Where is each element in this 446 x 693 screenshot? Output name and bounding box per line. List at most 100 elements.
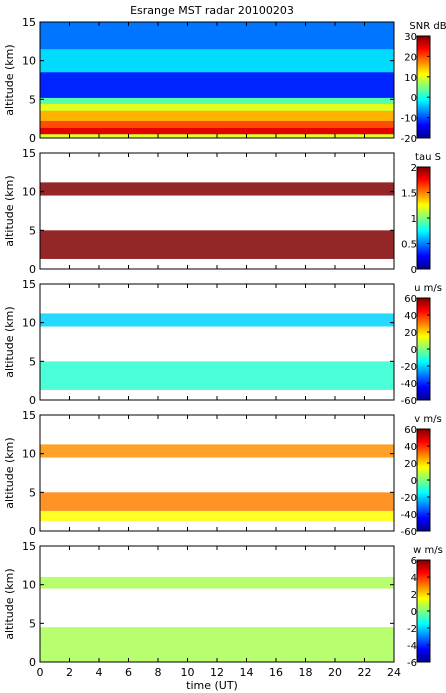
panel-u: 0 5 10 15 altitude (km) u m/s -60 -40 -20 0 20 40 60 xyxy=(3,278,442,407)
x-tick-label: 22 xyxy=(358,666,372,679)
y-tick-label: 10 xyxy=(22,55,36,68)
y-tick-label: 0 xyxy=(29,525,36,538)
y-tick-label: 15 xyxy=(22,409,36,422)
colorbar-tick-label: 30 xyxy=(404,32,417,43)
colorbar-tick-label: 10 xyxy=(404,73,417,84)
figure-title: Esrange MST radar 20100203 xyxy=(130,4,294,17)
data-layer-SNR-4 xyxy=(40,103,394,111)
colorbar-tick-label: 0 xyxy=(411,607,417,618)
data-layer-w-0 xyxy=(40,651,394,662)
data-layer-tau-0 xyxy=(40,230,394,259)
colorbar-tick-label: 0.5 xyxy=(401,240,417,251)
y-tick-label: 5 xyxy=(29,486,36,499)
y-tick-label: 0 xyxy=(29,656,36,669)
data-layer-w-2 xyxy=(40,576,394,589)
data-layer-tau-1 xyxy=(40,182,394,196)
x-axis-label: time (UT) xyxy=(186,679,238,692)
colorbar-tick-label: 60 xyxy=(404,425,417,436)
y-tick-label: 5 xyxy=(29,224,36,237)
colorbar-tick-label: -2 xyxy=(407,624,417,635)
x-tick-label: 18 xyxy=(299,666,313,679)
colorbar-tick-label: 1 xyxy=(411,214,417,225)
x-tick-label: 2 xyxy=(66,666,73,679)
y-tick-label: 15 xyxy=(22,16,36,29)
colorbar-tick-label: 20 xyxy=(404,328,417,339)
colorbar-label: tau S xyxy=(415,152,441,163)
y-tick-label: 0 xyxy=(29,263,36,276)
colorbar-tick-label: -6 xyxy=(407,658,417,669)
x-tick-label: 6 xyxy=(125,666,132,679)
colorbar-tick-label: 20 xyxy=(404,459,417,470)
data-layer-SNR-3 xyxy=(40,110,394,121)
x-tick-label: 14 xyxy=(240,666,254,679)
data-layer-u-1 xyxy=(40,313,394,327)
y-tick-label: 0 xyxy=(29,132,36,145)
y-tick-label: 5 xyxy=(29,355,36,368)
colorbar-tick-label: -60 xyxy=(401,527,417,538)
colorbar-tick-label: 0 xyxy=(411,345,417,356)
data-layer-SNR-5 xyxy=(40,97,394,104)
y-tick-label: 10 xyxy=(22,579,36,592)
x-tick-label: 0 xyxy=(37,666,44,679)
x-tick-label: 8 xyxy=(155,666,162,679)
y-tick-label: 10 xyxy=(22,317,36,330)
colorbar-tick-label: 0 xyxy=(411,265,417,276)
panel-v: 0 5 10 15 altitude (km) v m/s -60 -40 -20 0 20 40 60 xyxy=(3,409,442,538)
x-tick-label: 16 xyxy=(269,666,283,679)
colorbar-tick-label: -40 xyxy=(401,510,417,521)
colorbar-tick-label: -40 xyxy=(401,379,417,390)
data-layer-v-1 xyxy=(40,492,394,511)
data-layer-SNR-1 xyxy=(40,127,394,135)
colorbar-tick-label: 2 xyxy=(411,163,417,174)
y-tick-label: 15 xyxy=(22,540,36,553)
colorbar-tick-label: 0 xyxy=(411,93,417,104)
data-layer-SNR-6 xyxy=(40,72,394,98)
colorbar-tick-label: 20 xyxy=(404,52,417,63)
data-layer-v-0 xyxy=(40,510,394,521)
colorbar-tick-label: 2 xyxy=(411,590,417,601)
y-tick-label: 10 xyxy=(22,448,36,461)
colorbar-tick-label: -4 xyxy=(407,641,417,652)
colorbar-label: SNR dB xyxy=(409,21,446,32)
x-tick-label: 24 xyxy=(387,666,401,679)
data-layer-w-1 xyxy=(40,627,394,652)
y-axis-label: altitude (km) xyxy=(3,306,16,377)
x-tick-label: 4 xyxy=(96,666,103,679)
colorbar-label: u m/s xyxy=(414,283,442,294)
colorbar-tick-label: -10 xyxy=(401,114,417,125)
x-tick-label: 12 xyxy=(210,666,224,679)
colorbar-label: v m/s xyxy=(414,414,441,425)
colorbar-tick-label: 0 xyxy=(411,476,417,487)
colorbar-tick-label: -60 xyxy=(401,396,417,407)
y-tick-label: 5 xyxy=(29,617,36,630)
colorbar-tick-label: -20 xyxy=(401,134,417,145)
colorbar-tick-label: -20 xyxy=(401,362,417,373)
colorbar-tick-label: 40 xyxy=(404,442,417,453)
data-layer-SNR-8 xyxy=(40,22,394,50)
data-layer-SNR-7 xyxy=(40,49,394,73)
colorbar-label: w m/s xyxy=(413,545,443,556)
y-tick-label: 5 xyxy=(29,93,36,106)
y-axis-label: altitude (km) xyxy=(3,568,16,639)
colorbar xyxy=(416,35,431,139)
y-axis-label: altitude (km) xyxy=(3,175,16,246)
y-tick-label: 15 xyxy=(22,278,36,291)
colorbar-tick-label: 6 xyxy=(411,556,417,567)
x-tick-label: 20 xyxy=(328,666,342,679)
y-tick-label: 0 xyxy=(29,394,36,407)
colorbar-tick-label: 4 xyxy=(411,573,417,584)
y-axis-label: altitude (km) xyxy=(3,437,16,508)
y-axis-label: altitude (km) xyxy=(3,44,16,115)
colorbar-tick-label: 60 xyxy=(404,294,417,305)
panel-SNR: 0 5 10 15 altitude (km) SNR dB -20 -10 0 10 20 30 xyxy=(3,16,446,145)
colorbar-tick-label: 40 xyxy=(404,311,417,322)
y-tick-label: 10 xyxy=(22,186,36,199)
y-tick-label: 15 xyxy=(22,147,36,160)
colorbar-tick-label: 1.5 xyxy=(401,189,417,200)
x-tick-label: 10 xyxy=(181,666,195,679)
data-layer-v-2 xyxy=(40,444,394,458)
data-layer-SNR-2 xyxy=(40,120,394,128)
data-layer-u-0 xyxy=(40,361,394,390)
